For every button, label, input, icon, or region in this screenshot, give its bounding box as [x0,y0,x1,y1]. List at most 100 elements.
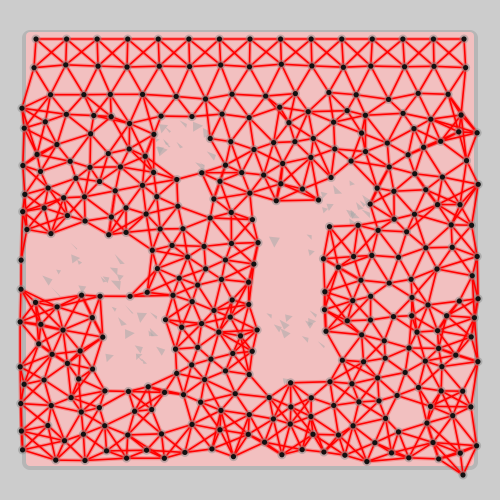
mesh-edge [141,93,155,136]
mesh-edge [439,131,478,143]
mesh-node [395,254,402,260]
debris-triangle [333,185,343,194]
mesh-node [154,194,160,200]
mesh-node [474,130,480,136]
mesh-edge [413,127,442,143]
mesh-node [217,178,223,184]
mesh-edge [21,439,66,451]
debris-triangle [206,151,217,161]
mesh-edge [323,266,340,311]
mesh-node [359,332,365,338]
mesh-edge [220,278,250,283]
mesh-node [450,413,456,419]
mesh-edge [66,362,72,399]
mesh-edge [413,146,425,175]
mesh-node [95,63,101,69]
mesh-node [320,256,327,262]
mesh-edge [470,183,480,227]
mesh-edge [253,148,265,176]
mesh-edge [70,368,94,399]
mesh-edge [441,365,464,392]
mesh-edge [369,38,374,67]
mesh-node [157,226,163,232]
mesh-edge [280,63,313,67]
mesh-node [444,313,450,319]
mesh-edge [445,314,476,319]
mesh-node [37,168,44,175]
mesh-node [374,185,380,191]
mesh-edge [89,132,92,169]
mesh-edge [211,433,250,450]
mesh-node [197,399,204,405]
mesh-edge [127,390,153,411]
mesh-edge [369,203,379,232]
mesh-edge [196,284,215,312]
mesh-edge [437,314,448,350]
mesh-edge [340,38,345,69]
mesh-edge [436,316,476,332]
mesh-edge [184,428,221,454]
mesh-edge [410,278,429,306]
mesh-node [45,185,51,191]
mesh-node [63,36,70,42]
mesh-edge [433,65,467,69]
mesh-edge [77,378,106,392]
mesh-edge [33,38,68,69]
mesh-edge [219,64,233,95]
mesh-node [207,215,213,221]
mesh-edge [248,116,275,144]
mesh-edge [209,113,223,140]
mesh-node [174,370,180,376]
mesh-node [199,320,205,327]
mesh-edge [21,187,49,213]
mesh-node [189,299,195,305]
mesh-edge [369,295,395,318]
mesh-node [19,105,25,111]
mesh-node [463,158,470,164]
mesh-edge [188,64,222,68]
mesh-node [375,227,381,233]
mesh-edge [77,350,81,380]
mesh-node [17,319,23,325]
mesh-edge [84,457,128,462]
mesh-node [230,454,237,460]
mesh-node [108,114,114,120]
mesh-edge [209,217,233,245]
mesh-node [123,205,129,211]
mesh-edge [301,176,332,190]
mesh-node [81,92,87,98]
mesh-edge [209,217,254,221]
mesh-edge [427,268,438,306]
mesh-edge [364,114,389,144]
mesh-node [54,141,60,148]
mesh-node [82,457,88,464]
mesh-edge [146,277,181,294]
mesh-edge [337,254,373,268]
mesh-edge [24,170,42,196]
mesh-edge [50,404,66,442]
mesh-edge [184,448,213,454]
mesh-edge [23,353,53,386]
mesh-node [436,456,442,462]
mesh-edge [103,424,128,459]
mesh-node [386,280,392,286]
mesh-edge [156,244,173,270]
mesh-node [386,164,392,170]
mesh-node [112,188,118,194]
mesh-edge [248,38,251,68]
mesh-edge [460,66,467,116]
mesh-edge [328,225,340,268]
mesh-node [173,93,179,100]
debris-triangle [266,313,272,319]
mesh-edge [83,65,99,96]
mesh-edge [22,127,25,167]
mesh-edge [182,227,189,258]
mesh-edge [213,192,251,200]
mesh-edge [128,122,147,158]
mesh-node [21,125,27,131]
mesh-edge [184,423,193,454]
mesh-edge [417,92,449,96]
mesh-edge [280,156,312,185]
mesh-edge [344,441,376,457]
mesh-node [67,158,73,164]
